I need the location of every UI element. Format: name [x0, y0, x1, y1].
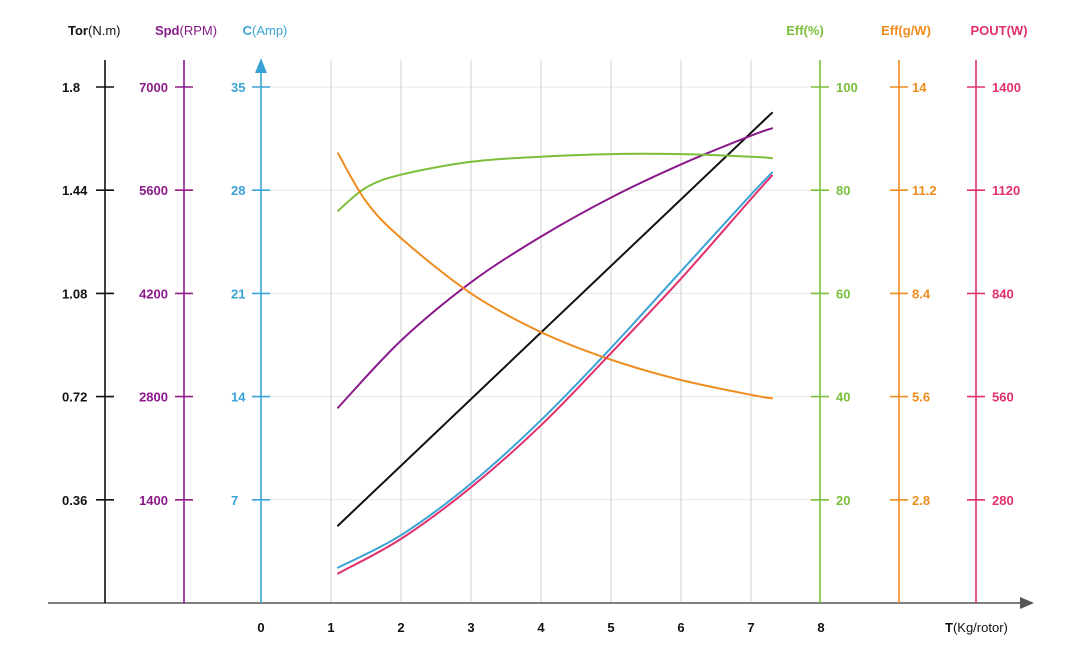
axis-title-bold: POUT	[970, 23, 1006, 38]
axis-tick-label-eff: 20	[836, 493, 850, 508]
axis-title-bold: Eff	[786, 23, 804, 38]
axis-tick-label-tor: 0.72	[62, 390, 87, 405]
axis-tick-label-effg: 11.2	[912, 183, 937, 198]
axis-tick-label-c: 7	[231, 493, 238, 508]
axis-tick-label-tor: 0.36	[62, 493, 87, 508]
axis-title-rest: (N.m)	[88, 23, 121, 38]
axis-tick-label-c: 14	[231, 390, 246, 405]
axis-tick-label-tor: 1.08	[62, 286, 87, 301]
axis-title-eff: Eff(%)	[786, 23, 824, 38]
x-tick-label: 0	[257, 620, 264, 635]
x-axis-unit-rest: (Kg/rotor)	[953, 620, 1008, 635]
axis-tick-label-eff: 80	[836, 183, 850, 198]
axis-tick-label-spd: 7000	[139, 80, 168, 95]
axis-tick-label-effg: 5.6	[912, 390, 930, 405]
axis-tick-label-pout: 1400	[992, 80, 1021, 95]
axis-tick-label-spd: 1400	[139, 493, 168, 508]
axis-tick-label-spd: 4200	[139, 286, 168, 301]
axis-title-spd: Spd(RPM)	[155, 23, 217, 38]
axis-title-bold: Eff	[881, 23, 899, 38]
axis-tick-label-tor: 1.8	[62, 80, 80, 95]
axis-tick-label-effg: 2.8	[912, 493, 930, 508]
axis-title-bold: Spd	[155, 23, 180, 38]
x-axis-unit-bold: T	[945, 620, 953, 635]
axis-title-effg: Eff(g/W)	[881, 23, 931, 38]
axis-tick-label-c: 28	[231, 183, 245, 198]
axis-tick-label-eff: 60	[836, 286, 850, 301]
x-tick-label: 5	[607, 620, 614, 635]
x-tick-label: 4	[537, 620, 545, 635]
series	[337, 111, 773, 575]
axis-title-rest: (RPM)	[180, 23, 218, 38]
axis-arrow-c	[255, 58, 267, 73]
axis-title-pout: POUT(W)	[970, 23, 1027, 38]
series-line-spd	[337, 127, 773, 409]
x-axis-unit: T(Kg/rotor)	[945, 620, 1008, 635]
axis-tick-label-pout: 560	[992, 390, 1014, 405]
series-line-eff	[337, 152, 773, 212]
axis-tick-label-eff: 100	[836, 80, 858, 95]
axis-tick-label-eff: 40	[836, 390, 850, 405]
axis-tick-label-tor: 1.44	[62, 183, 88, 198]
x-tick-label: 7	[747, 620, 754, 635]
series-line-c	[337, 171, 773, 569]
axis-tick-label-spd: 2800	[139, 390, 168, 405]
axis-title-bold: Tor	[68, 23, 88, 38]
axis-title-rest: (g/W)	[898, 23, 930, 38]
x-tick-label: 3	[467, 620, 474, 635]
axis-title-rest: (Amp)	[252, 23, 287, 38]
x-tick-label: 2	[397, 620, 404, 635]
axis-tick-label-c: 21	[231, 286, 245, 301]
series-line-tor	[337, 111, 773, 527]
labels: 0 1 2 3 4 5 6 7 8 T(Kg/rotor) 0.36 0.72 1.08 1.44 1.8 T…	[62, 23, 1028, 635]
axis-title-bold: C	[243, 23, 253, 38]
series-line-pout	[337, 174, 773, 575]
axis-tick-label-pout: 840	[992, 286, 1014, 301]
axis-title-rest: (W)	[1007, 23, 1028, 38]
axis-tick-label-c: 35	[231, 80, 245, 95]
series-line-effg	[337, 152, 773, 400]
x-axis-arrow	[1020, 597, 1034, 609]
axes	[48, 58, 1034, 609]
axis-tick-label-pout: 1120	[992, 183, 1020, 198]
x-tick-label: 6	[677, 620, 684, 635]
axis-tick-label-pout: 280	[992, 493, 1014, 508]
x-tick-label: 8	[817, 620, 824, 635]
axis-tick-label-spd: 5600	[139, 183, 168, 198]
axis-tick-label-effg: 8.4	[912, 286, 931, 301]
axis-title-c: C(Amp)	[243, 23, 288, 38]
axis-tick-label-effg: 14	[912, 80, 927, 95]
x-tick-label: 1	[327, 620, 334, 635]
axis-title-rest: (%)	[804, 23, 824, 38]
axis-title-tor: Tor(N.m)	[68, 23, 120, 38]
